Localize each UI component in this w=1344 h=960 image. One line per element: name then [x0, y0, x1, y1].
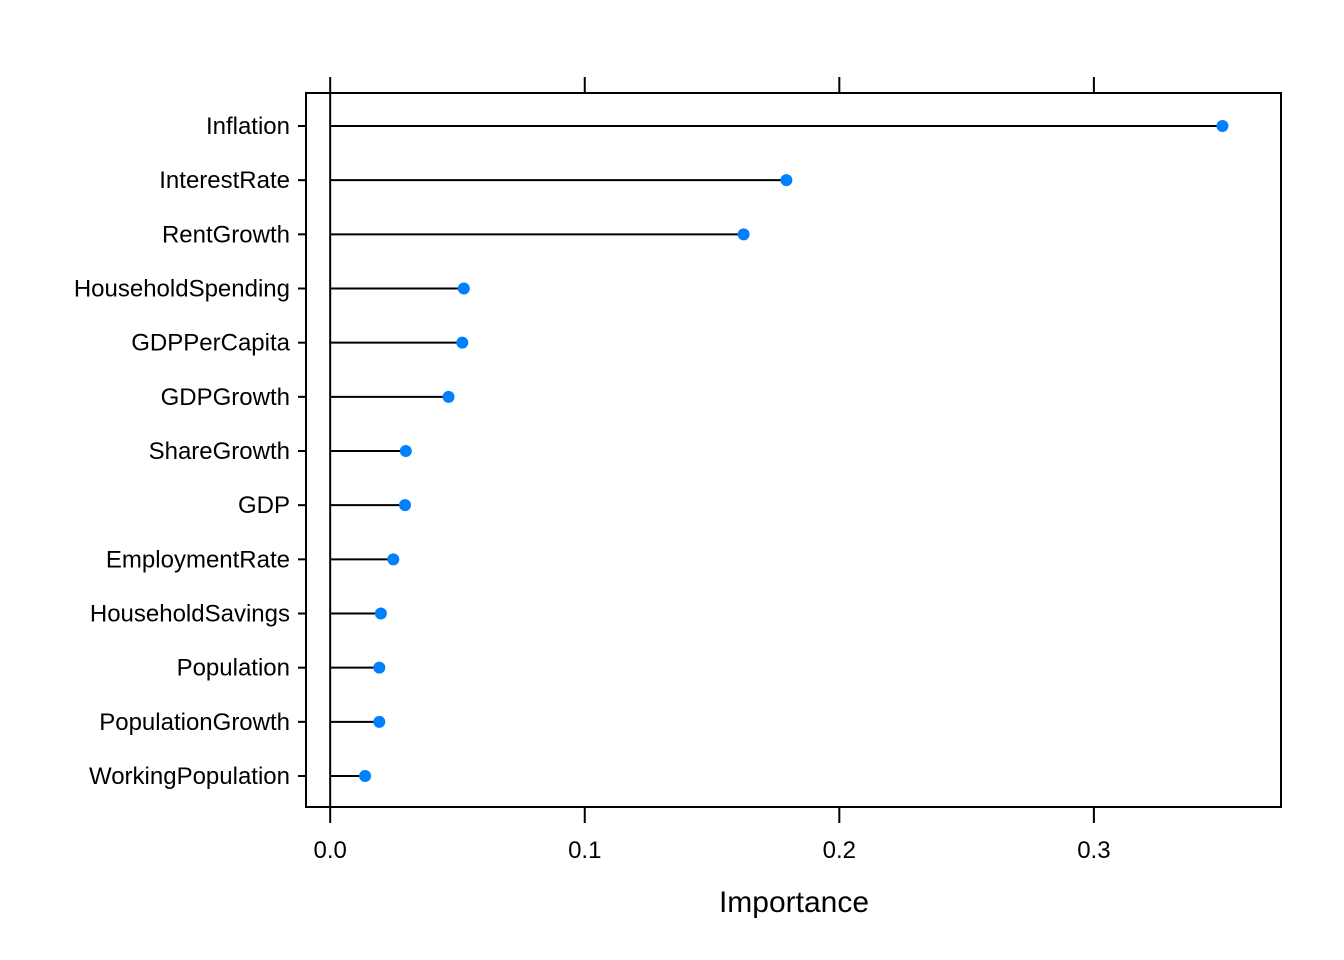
point-group — [359, 120, 1229, 782]
top-tick-group — [329, 77, 1095, 93]
category-label: GDP — [238, 492, 290, 519]
plot-panel — [305, 92, 1282, 808]
x-tick-label: 0.3 — [1077, 837, 1110, 864]
x-tick-label: 0.0 — [313, 837, 346, 864]
x-tick-label: 0.1 — [568, 837, 601, 864]
importance-point — [373, 715, 386, 728]
importance-point — [399, 499, 412, 512]
x-tick-label: 0.2 — [823, 837, 856, 864]
y-tick-group — [298, 125, 306, 777]
category-label: RentGrowth — [162, 221, 290, 248]
importance-point — [374, 607, 387, 620]
tick-label-group: 0.0 0.1 0.2 0.3 — [313, 837, 1110, 864]
category-label: GDPGrowth — [161, 384, 290, 411]
importance-point — [359, 770, 372, 782]
category-label-group: Inflation InterestRate RentGrowth Household… — [74, 113, 291, 790]
category-label: EmploymentRate — [106, 546, 290, 573]
category-label: HouseholdSavings — [90, 601, 290, 628]
category-label: GDPPerCapita — [131, 330, 290, 357]
importance-point — [387, 553, 400, 566]
importance-point — [399, 445, 412, 457]
importance-point — [780, 174, 793, 187]
category-label: ShareGrowth — [149, 438, 290, 465]
category-label: InterestRate — [159, 167, 290, 194]
category-label: WorkingPopulation — [89, 763, 290, 790]
importance-point — [442, 390, 455, 403]
category-label: PopulationGrowth — [99, 709, 290, 736]
importance-point — [737, 228, 750, 241]
x-axis-title: Importance — [719, 886, 869, 919]
importance-point — [373, 661, 386, 674]
category-label: Population — [177, 655, 290, 682]
category-label: Inflation — [206, 113, 290, 140]
importance-point — [457, 282, 470, 295]
stem-group — [330, 125, 1223, 777]
importance-point — [456, 336, 469, 349]
category-label: HouseholdSpending — [74, 276, 290, 303]
bottom-tick-group — [329, 807, 1095, 823]
importance-point — [1216, 120, 1229, 132]
